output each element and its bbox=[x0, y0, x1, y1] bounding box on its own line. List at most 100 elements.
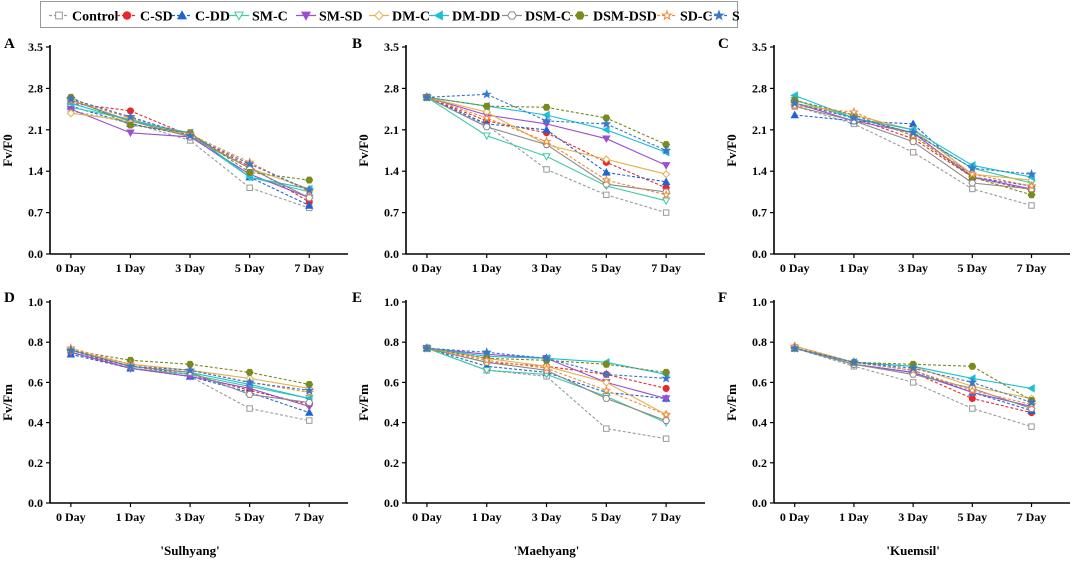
panel-letter: C bbox=[718, 36, 729, 52]
legend-label: DSM-C bbox=[525, 10, 571, 25]
x-tick-label: 0 Day bbox=[412, 510, 442, 524]
data-point bbox=[245, 391, 254, 398]
y-tick-label: 1.0 bbox=[384, 295, 399, 309]
legend-marker-triangle-down-open-icon bbox=[233, 11, 245, 21]
y-axis-label: Fv/Fm bbox=[0, 384, 15, 421]
data-point bbox=[246, 184, 253, 191]
data-point bbox=[968, 179, 977, 187]
data-point bbox=[661, 409, 672, 419]
series-sd-sd bbox=[65, 345, 315, 395]
data-point bbox=[908, 363, 919, 373]
legend-marker-square-open-icon bbox=[55, 11, 63, 20]
data-point bbox=[662, 368, 671, 376]
y-tick-label: 2.1 bbox=[28, 123, 43, 137]
series-dsm-dsd bbox=[422, 93, 671, 149]
data-point bbox=[662, 435, 670, 442]
legend-graphic: Control C-SD C-DD SM-C SM-SD DM-C DM-DD DSM-C DS… bbox=[49, 9, 739, 25]
legend-label: DM-DD bbox=[452, 10, 500, 25]
y-tick-label: 0.8 bbox=[28, 335, 43, 349]
data-point bbox=[1028, 202, 1035, 209]
data-point bbox=[542, 103, 551, 111]
data-point bbox=[662, 170, 671, 179]
data-point bbox=[65, 93, 76, 104]
panel-letter: B bbox=[352, 36, 362, 52]
data-point bbox=[1028, 423, 1035, 430]
data-point bbox=[602, 167, 611, 176]
y-tick-label: 2.8 bbox=[28, 81, 43, 95]
series-sd-sd bbox=[421, 89, 672, 155]
legend-marker-triangle-down-icon bbox=[300, 11, 312, 21]
data-point bbox=[481, 112, 492, 123]
x-tick-label: 0 Day bbox=[412, 261, 442, 275]
legend-item-c-sd: C-SD bbox=[117, 10, 173, 25]
legend-marker-triangle-icon bbox=[176, 10, 188, 20]
data-point bbox=[969, 405, 976, 412]
x-tick-label: 7 Day bbox=[1017, 510, 1047, 524]
legend-marker-circle-icon bbox=[122, 11, 132, 20]
panel-f: F 0.0 0.2 0.4 0.6 0.8 1.0 Fv/Fm 0 Day 1 Day 3 Day 5… bbox=[718, 290, 1070, 558]
x-tick-label: 3 Day bbox=[175, 261, 205, 275]
data-point bbox=[542, 125, 551, 134]
legend-item-sd-c: SD-C bbox=[657, 9, 713, 25]
x-tick-label: 1 Day bbox=[116, 510, 146, 524]
data-point bbox=[909, 149, 917, 156]
data-point bbox=[245, 168, 254, 176]
y-tick-label: 2.8 bbox=[384, 81, 399, 95]
x-tick-label: 5 Day bbox=[235, 261, 265, 275]
data-point bbox=[789, 100, 800, 111]
y-tick-label: 0.8 bbox=[752, 335, 767, 349]
data-point bbox=[789, 97, 800, 108]
x-tick-label: 1 Day bbox=[839, 261, 869, 275]
legend-label: C-DD bbox=[195, 10, 230, 25]
data-point bbox=[790, 110, 799, 119]
panel-a: A 0.0 0.7 1.4 2.1 2.8 3.5 Fv/F0 0 Day 1 Day 3 Day 5… bbox=[0, 36, 348, 275]
series-line bbox=[70, 102, 310, 203]
series-c-sd bbox=[67, 99, 313, 206]
data-point bbox=[125, 111, 136, 122]
data-point bbox=[662, 384, 670, 392]
data-point bbox=[661, 395, 671, 403]
data-point bbox=[1027, 384, 1035, 393]
y-tick-label: 3.5 bbox=[384, 40, 399, 54]
y-tick-label: 1.0 bbox=[752, 295, 767, 309]
data-point bbox=[541, 363, 552, 373]
x-tick-label: 5 Day bbox=[957, 261, 987, 275]
panel-letter: E bbox=[352, 290, 362, 306]
data-point bbox=[541, 353, 552, 363]
data-point bbox=[543, 166, 550, 173]
data-point bbox=[662, 141, 671, 149]
data-point bbox=[305, 201, 314, 209]
x-tick-label: 0 Day bbox=[780, 261, 810, 275]
series-line bbox=[794, 347, 1032, 428]
y-tick-label: 1.4 bbox=[28, 164, 43, 178]
y-tick-label: 1.4 bbox=[384, 164, 399, 178]
x-axis-label: 'Maehyang' bbox=[514, 543, 580, 558]
legend-marker-hexagon-icon bbox=[575, 11, 585, 20]
y-axis-label: Fv/F0 bbox=[356, 134, 371, 167]
data-point bbox=[66, 109, 75, 118]
y-tick-label: 0.7 bbox=[384, 206, 399, 220]
data-point bbox=[969, 185, 976, 193]
y-tick-label: 0.4 bbox=[752, 416, 767, 430]
data-point bbox=[662, 209, 670, 216]
data-point bbox=[601, 385, 612, 395]
data-point bbox=[661, 145, 672, 155]
legend-marker-star-open-icon bbox=[661, 9, 673, 21]
y-tick-label: 0.0 bbox=[384, 247, 399, 261]
series-line bbox=[70, 108, 310, 199]
legend-item-c-dd: C-DD bbox=[172, 10, 230, 25]
x-tick-label: 0 Day bbox=[780, 510, 810, 524]
data-point bbox=[1027, 191, 1036, 199]
y-tick-label: 0.0 bbox=[384, 496, 399, 510]
data-point bbox=[304, 385, 315, 395]
legend-marker-diamond-open-icon bbox=[374, 10, 384, 21]
data-point bbox=[601, 369, 612, 379]
data-point bbox=[305, 176, 314, 184]
y-tick-label: 0.0 bbox=[28, 247, 43, 261]
y-tick-label: 2.1 bbox=[384, 123, 399, 137]
data-point bbox=[541, 115, 552, 126]
legend-label: SM-C bbox=[252, 10, 288, 25]
y-axis-label: Fv/Fm bbox=[724, 384, 739, 421]
data-point bbox=[661, 373, 672, 383]
